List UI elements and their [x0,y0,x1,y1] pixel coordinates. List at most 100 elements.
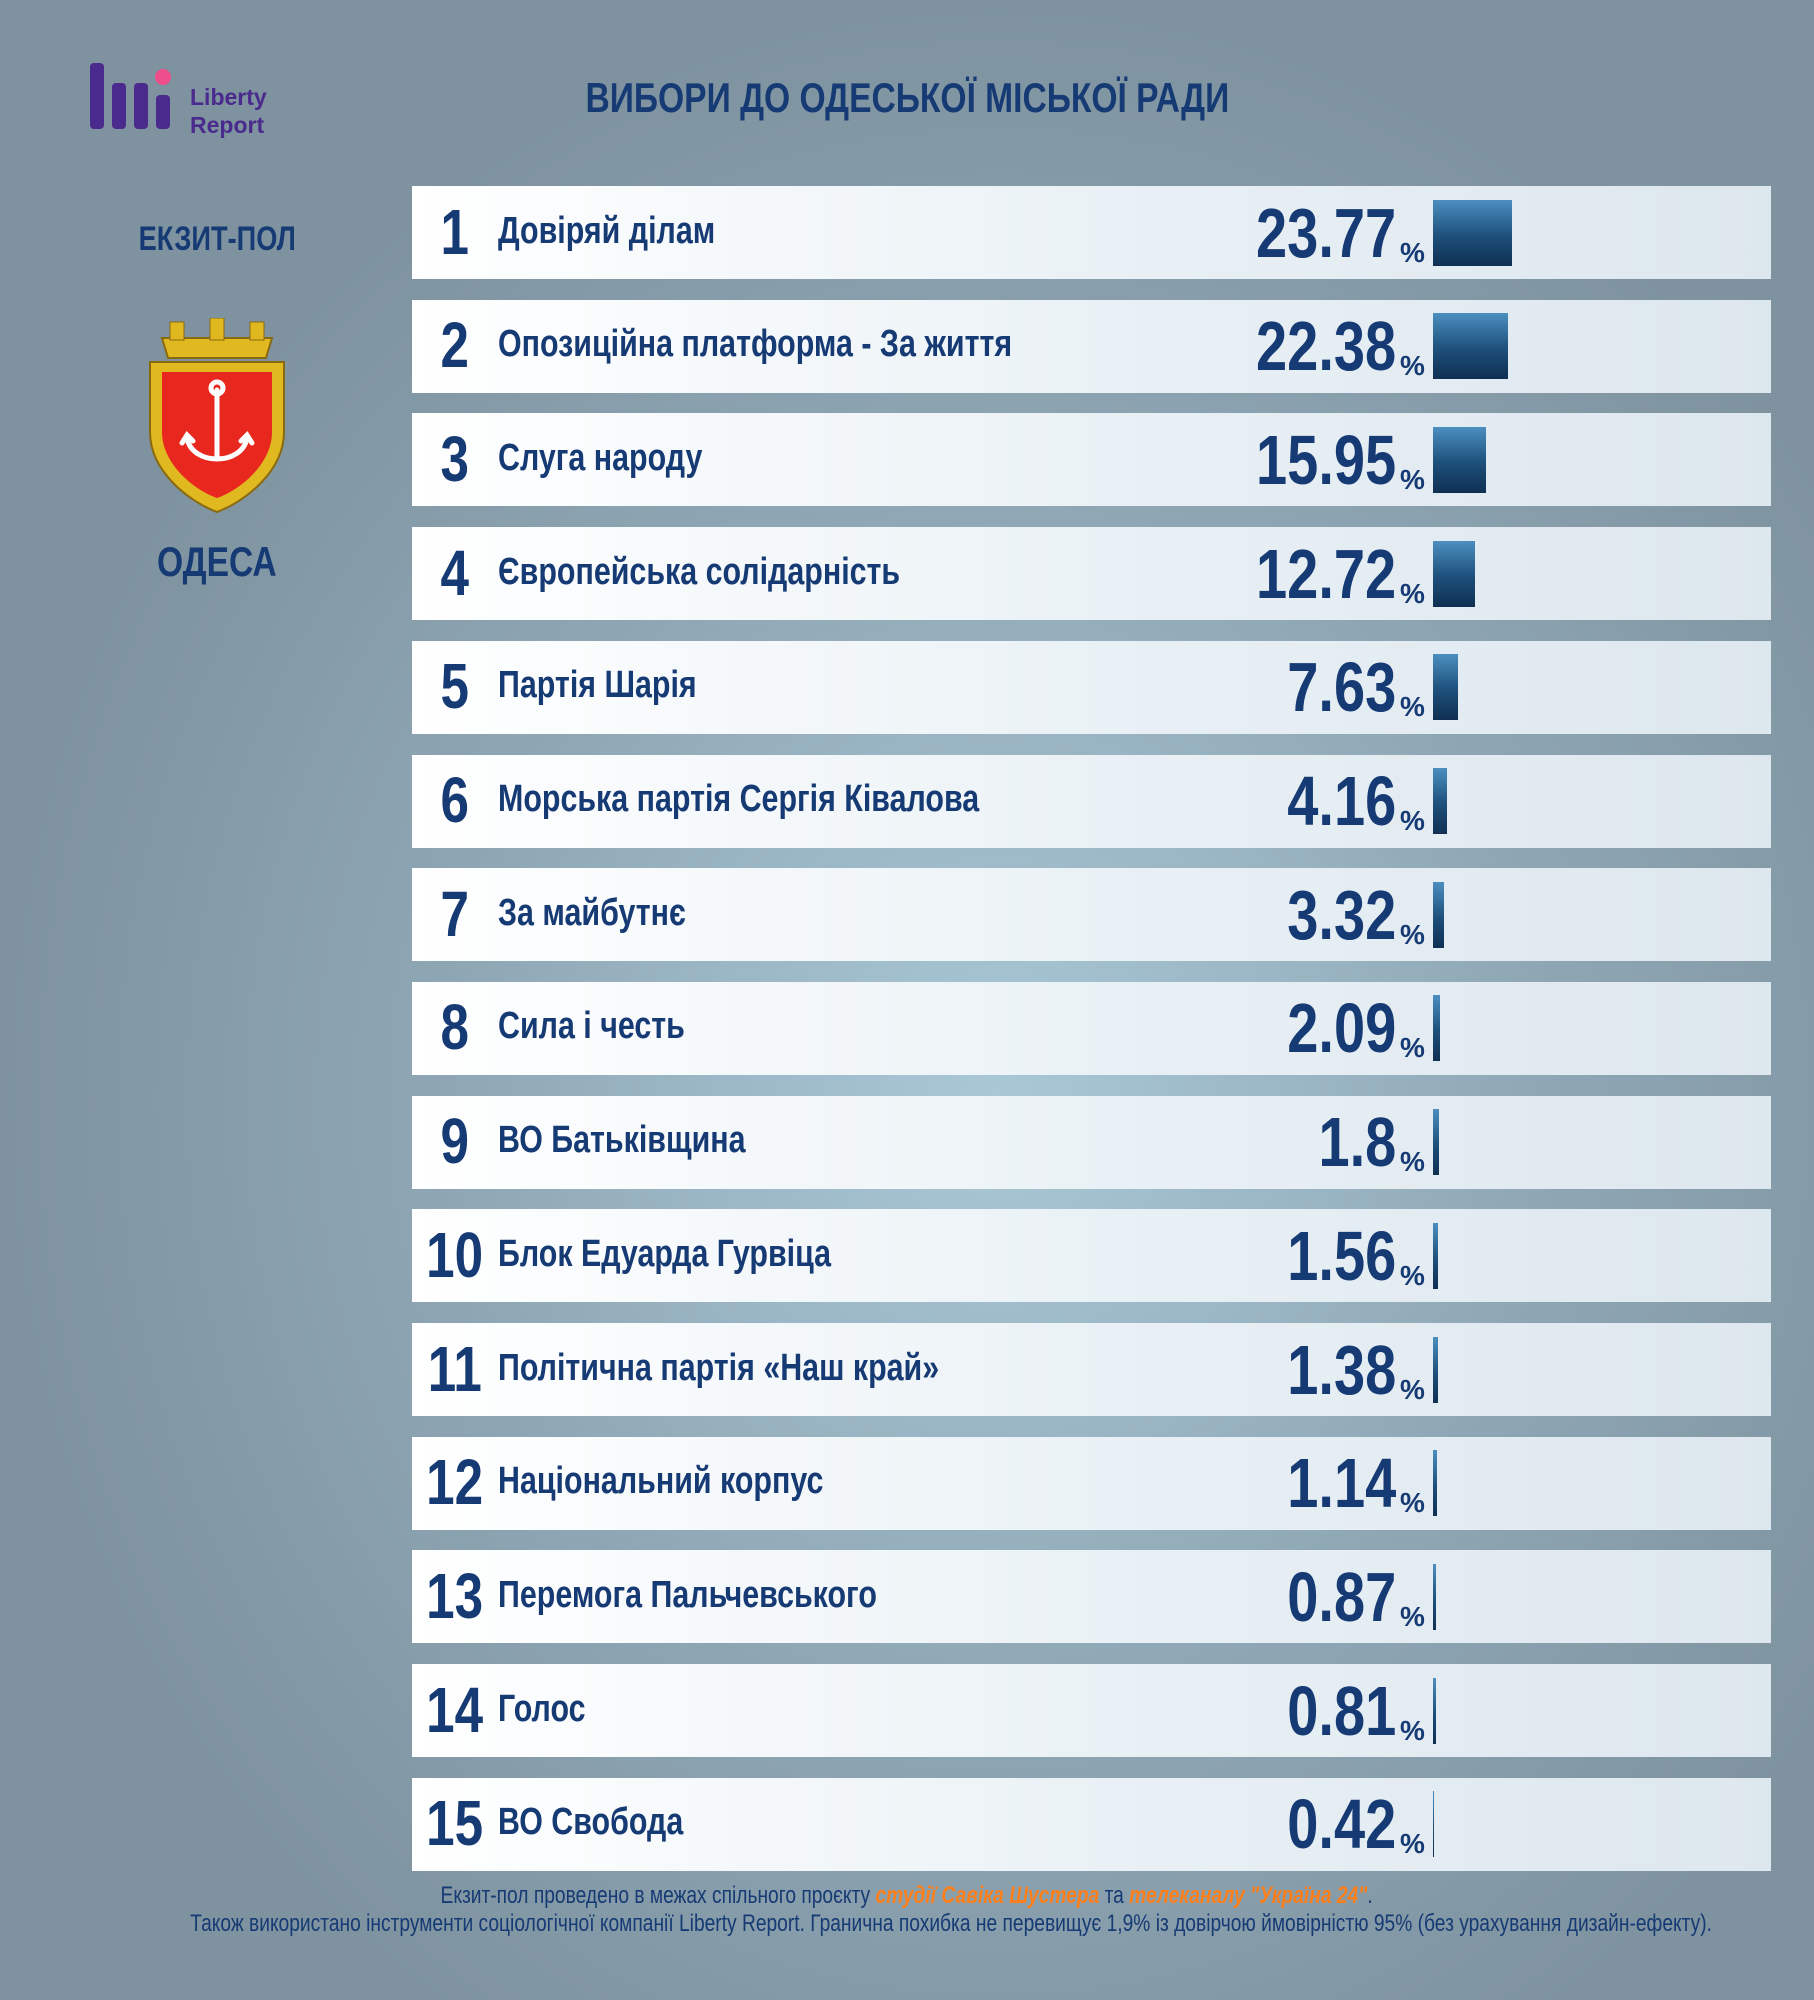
rank: 14 [426,1673,484,1746]
footer-line: Також використано інструменти соціологіч… [0,1910,1814,1938]
unit-label: % [1400,577,1425,609]
rank-wrap: 1 [412,195,498,269]
value-label: 0.42 [1287,1785,1396,1864]
rank-wrap: 15 [412,1786,498,1860]
party-name: Блок Едуарда Гурвіца [498,1232,832,1275]
value-label: 1.14 [1287,1444,1396,1523]
value-label: 1.56 [1287,1216,1396,1295]
rank: 4 [440,536,470,609]
title-wrap: ВИБОРИ ДО ОДЕСЬКОЇ МІСЬКОЇ РАДИ [0,74,1814,122]
rank: 1 [440,195,470,268]
unit-label: % [1400,1032,1425,1064]
value-label: 15.95 [1255,420,1396,499]
coat-of-arms [149,318,285,514]
row-background [412,1777,1771,1871]
party-name: Слуга народу [498,436,703,479]
rank: 7 [440,877,470,950]
rank-wrap: 2 [412,308,498,382]
bar [1433,881,1445,948]
rank-wrap: 14 [412,1673,498,1747]
bar [1433,1791,1435,1858]
bar [1433,1563,1436,1630]
rank: 12 [426,1446,484,1519]
rank-wrap: 13 [412,1559,498,1633]
party-name: Голос [498,1687,586,1730]
bar [1433,426,1487,493]
rank-wrap: 10 [412,1218,498,1292]
party-name: За майбутнє [498,891,686,934]
rank: 15 [426,1787,484,1860]
row-background [412,868,1771,962]
footer-link: студії Савіка Шустера [875,1882,1100,1909]
bar [1433,654,1459,721]
unit-label: % [1400,1714,1425,1746]
party-name: Національний корпус [498,1460,824,1503]
value-label: 3.32 [1287,875,1396,954]
subtitle: ЕКЗИТ-ПОЛ [138,220,296,258]
rank-wrap: 6 [412,763,498,837]
rank: 5 [440,650,470,723]
party-name: Перемога Пальчевського [498,1573,877,1616]
unit-label: % [1400,1600,1425,1632]
row-background [412,1323,1771,1416]
row-background [412,981,1771,1075]
unit-label: % [1400,1487,1425,1519]
rank-wrap: 7 [412,877,498,951]
party-name: Сила і честь [498,1005,685,1048]
logo-mark [90,63,171,129]
value-label: 1.8 [1318,1103,1396,1182]
bar [1433,313,1508,380]
row-background [412,1550,1771,1644]
rank-wrap: 11 [412,1332,498,1406]
value-label: 1.38 [1287,1330,1396,1409]
value-label: 22.38 [1255,307,1396,386]
party-name: Опозиційна платформа - За життя [498,323,1013,366]
unit-label: % [1400,918,1425,950]
rank: 3 [440,422,470,495]
rank: 13 [426,1559,484,1632]
value-label: 4.16 [1287,762,1396,840]
footer-text: . [1367,1882,1374,1909]
value-label: 0.87 [1287,1557,1396,1636]
unit-label: % [1400,1146,1425,1178]
rank-wrap: 8 [412,990,498,1064]
rank: 6 [440,764,470,836]
footer-text: Також використано інструменти соціологіч… [190,1910,1712,1937]
rank-wrap: 9 [412,1104,498,1178]
row-background [412,413,1771,507]
bar [1433,1222,1439,1289]
unit-label: % [1400,1828,1425,1860]
row-background [412,1209,1771,1303]
city: ОДЕСА [157,538,277,585]
party-name: ВО Свобода [498,1801,684,1844]
unit-label: % [1400,691,1425,723]
row-background [412,640,1771,734]
bar [1433,1109,1439,1176]
rank: 2 [440,309,470,382]
rank: 10 [426,1218,484,1291]
bar [1433,540,1476,607]
party-name: Політична партія «Наш край» [498,1346,940,1389]
unit-label: % [1400,805,1425,836]
row-background [412,1436,1771,1530]
row-background [412,1095,1771,1189]
value-label: 2.09 [1287,989,1396,1068]
row-background [412,299,1771,393]
value-label: 0.81 [1287,1671,1396,1750]
bar [1433,199,1513,266]
unit-label: % [1400,1373,1425,1405]
party-name: ВО Батьківщина [498,1119,746,1162]
footer-text: та [1099,1882,1130,1909]
value-label: 7.63 [1287,648,1396,727]
subtitle-wrap: ЕКЗИТ-ПОЛ [117,220,317,259]
row-background [412,754,1771,848]
row-background [412,186,1771,279]
value-label: 12.72 [1255,534,1396,613]
rank: 9 [440,1105,470,1178]
bar [1433,1450,1437,1517]
value-label: 23.77 [1255,193,1396,272]
party-name: Довіряй ділам [498,209,716,252]
rank-wrap: 3 [412,422,498,496]
unit-label: % [1400,463,1425,495]
rank-wrap: 12 [412,1445,498,1519]
